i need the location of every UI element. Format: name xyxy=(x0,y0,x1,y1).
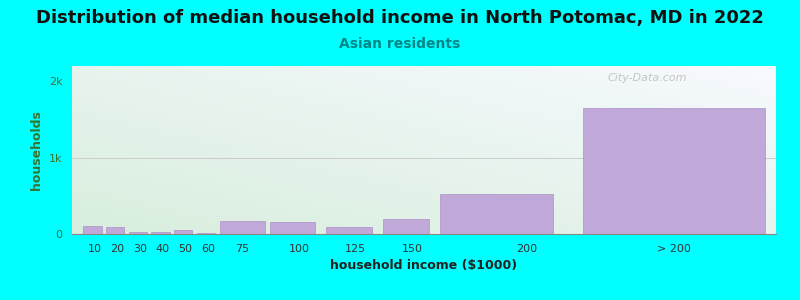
Bar xyxy=(440,194,554,234)
Bar xyxy=(383,220,429,234)
Bar xyxy=(197,233,215,234)
Bar xyxy=(326,227,372,234)
Text: Asian residents: Asian residents xyxy=(339,38,461,52)
X-axis label: household income ($1000): household income ($1000) xyxy=(330,259,518,272)
Bar xyxy=(174,230,192,234)
Y-axis label: households: households xyxy=(30,110,43,190)
Bar xyxy=(220,220,265,234)
Bar xyxy=(106,227,124,234)
Bar xyxy=(151,232,170,234)
Text: Distribution of median household income in North Potomac, MD in 2022: Distribution of median household income … xyxy=(36,9,764,27)
Bar xyxy=(583,108,765,234)
Bar xyxy=(129,232,147,234)
Bar xyxy=(270,222,315,234)
Text: City-Data.com: City-Data.com xyxy=(607,73,686,83)
Bar xyxy=(83,226,102,234)
